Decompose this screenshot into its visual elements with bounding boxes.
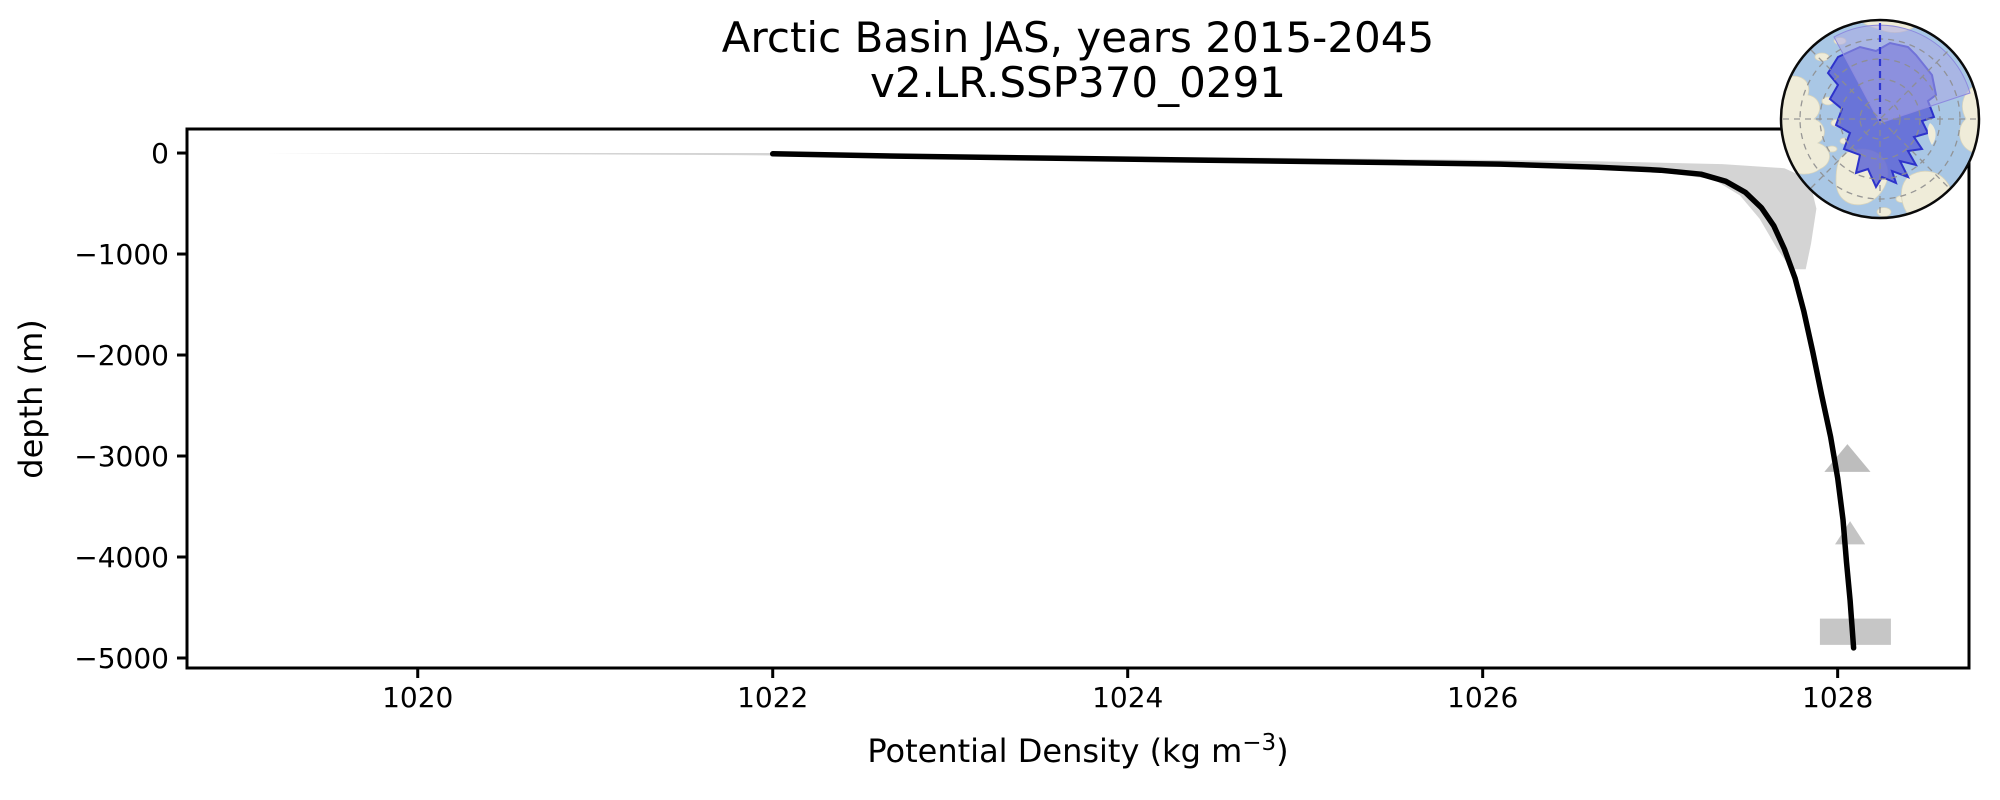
y-axis-label: depth (m)	[12, 319, 50, 478]
x-axis-label-close: )	[1276, 732, 1288, 770]
y-tick-label: −1000	[74, 238, 169, 271]
map-rim	[1779, 18, 1981, 220]
x-axis-ticks: 1020 1022 1024 1026 1028	[382, 668, 1873, 714]
envelope-band-layer	[266, 153, 1817, 270]
x-tick-label: 1022	[737, 681, 808, 714]
map-content	[1781, 20, 1979, 218]
y-tick-label: −5000	[74, 642, 169, 675]
x-tick-label: 1026	[1447, 681, 1518, 714]
x-tick-label: 1020	[382, 681, 453, 714]
x-axis-label-main: Potential Density (kg m	[867, 732, 1242, 770]
x-axis-label-superscript: −3	[1242, 730, 1276, 756]
bottom-depth-triangle-marker	[1834, 521, 1866, 545]
y-tick-label: −2000	[74, 339, 169, 372]
map-island	[1927, 123, 1936, 145]
page-subtitle: v2.LR.SSP370_0291	[870, 58, 1286, 107]
envelope-band	[266, 153, 1817, 270]
y-tick-label: 0	[151, 137, 169, 170]
x-tick-label: 1024	[1092, 681, 1163, 714]
page-title: Arctic Basin JAS, years 2015-2045	[722, 13, 1434, 62]
axes-border	[185, 127, 1971, 670]
arctic-map-inset	[1779, 18, 1981, 220]
y-tick-label: −3000	[74, 440, 169, 473]
x-tick-label: 1028	[1802, 681, 1873, 714]
y-tick-label: −4000	[74, 541, 169, 574]
bottom-depth-markers-layer	[1819, 444, 1891, 645]
profile-line-layer	[769, 151, 1857, 651]
x-axis-label: Potential Density (kg m−3)	[867, 730, 1288, 770]
y-axis-ticks: 0 −1000 −2000 −3000 −4000 −5000	[74, 137, 187, 675]
profile-line	[769, 151, 1857, 651]
